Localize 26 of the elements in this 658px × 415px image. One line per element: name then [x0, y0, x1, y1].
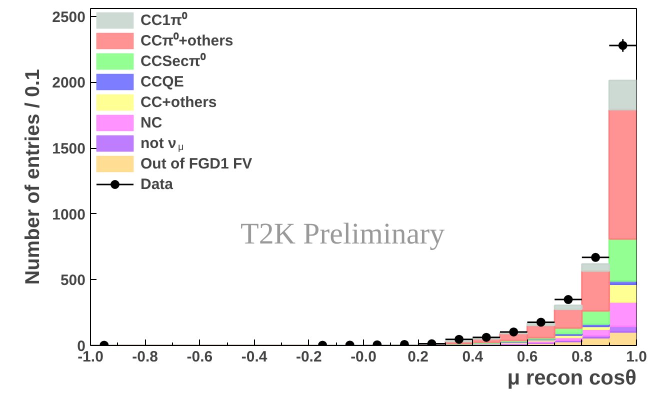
y-tick-label: 1500: [52, 140, 86, 158]
x-tick-label: 0.4: [462, 348, 484, 366]
y-tick-label: 2000: [52, 74, 86, 92]
y-tick-label: 2500: [52, 8, 86, 26]
x-tick-label: -0.0: [350, 348, 376, 366]
x-tick-label: 0.8: [571, 348, 592, 366]
y-tick-label: 500: [60, 272, 86, 290]
x-tick-label: -0.2: [296, 348, 322, 366]
legend-label: CCπ⁰+others: [140, 32, 234, 50]
legend-label: NC: [140, 114, 162, 132]
legend-label: CC+others: [140, 94, 217, 111]
y-axis-title: Number of entries / 0.1: [22, 69, 44, 285]
x-tick-label: -0.8: [132, 348, 158, 366]
annotation: T2K Preliminary: [240, 218, 445, 250]
x-axis-title: μ recon cosθ: [507, 366, 637, 390]
legend-label: Out of FGD1 FV: [140, 156, 252, 172]
y-tick-label: 1000: [52, 206, 86, 224]
legend-label: CCQE: [140, 74, 184, 90]
legend-label: CC1π⁰: [140, 11, 188, 29]
x-tick-label: -0.6: [186, 348, 213, 366]
x-tick-label: 1.0: [626, 348, 647, 366]
x-tick-label: 0.6: [516, 348, 538, 366]
x-tick-label: -0.4: [241, 348, 268, 366]
x-tick-label: 0.2: [408, 348, 429, 366]
legend-label: CCSecπ⁰: [140, 52, 206, 70]
legend-label: Data: [140, 176, 174, 193]
